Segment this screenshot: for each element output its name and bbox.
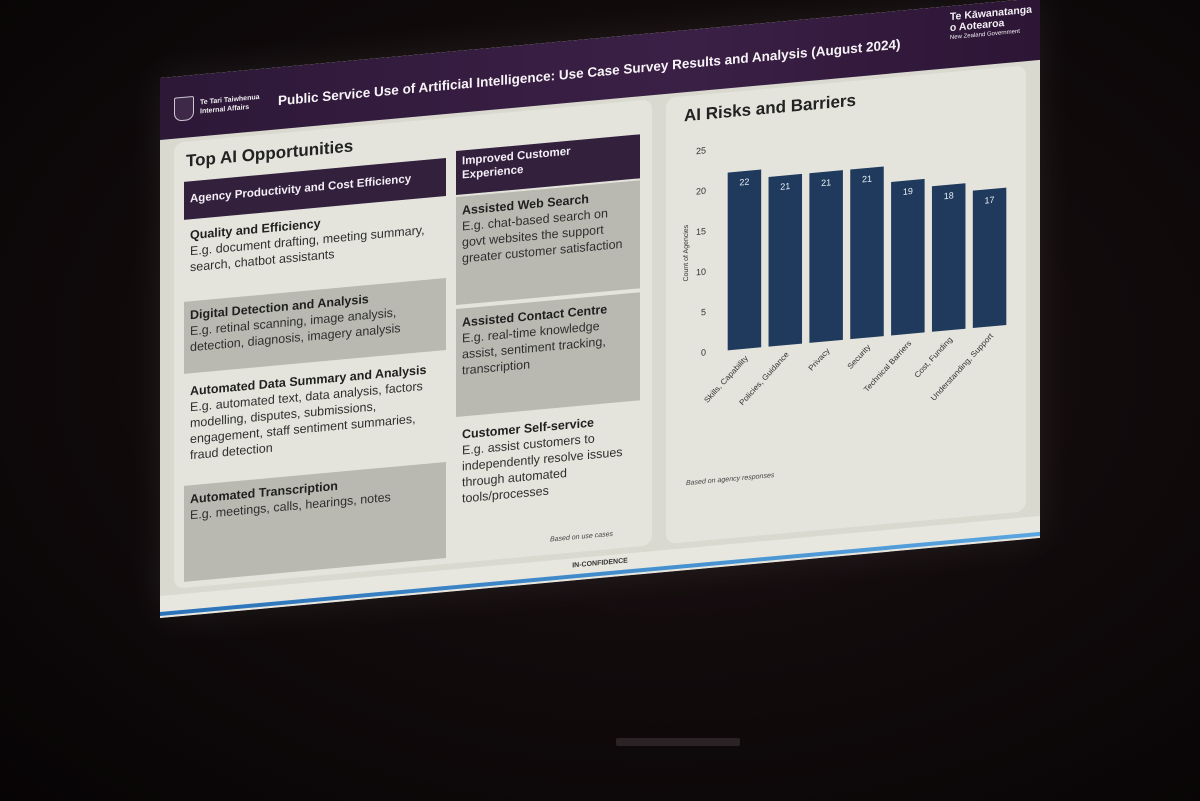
risks-panel: AI Risks and Barriers Count of Agencies 0… — [666, 65, 1026, 544]
y-tick-label: 15 — [696, 226, 706, 237]
nz-crest-icon — [174, 95, 194, 122]
use-cases-note: Based on use cases — [550, 530, 614, 544]
opportunity-item: Customer Self-service E.g. assist custom… — [456, 404, 640, 539]
x-category-label: Privacy — [807, 347, 832, 373]
bar-value-label: 17 — [985, 195, 995, 206]
x-category-label: Cost, Funding — [913, 335, 955, 379]
bar-value-label: 21 — [862, 174, 872, 185]
x-category-label: Understanding, Support — [929, 331, 996, 402]
x-category-label: Security — [846, 343, 873, 371]
bar-value-label: 18 — [944, 190, 954, 201]
opportunities-panel: Top AI Opportunities Agency Productivity… — [174, 99, 652, 589]
bar-value-label: 19 — [903, 186, 913, 197]
opportunity-item: Assisted Web Search E.g. chat-based sear… — [456, 180, 640, 306]
dia-logo: Te Tari Taiwhenua Internal Affairs — [174, 87, 264, 125]
y-tick-label: 5 — [701, 307, 706, 317]
chart-note: Based on agency responses — [686, 472, 775, 488]
y-axis-label: Count of Agencies — [683, 224, 690, 282]
opportunity-item: Assisted Contact Centre E.g. real-time k… — [456, 292, 640, 418]
bar-6 — [931, 183, 966, 332]
bar-4 — [850, 166, 884, 340]
bar-2 — [768, 173, 803, 347]
bar-7 — [972, 187, 1007, 329]
bar-1 — [727, 169, 762, 351]
bar-value-label: 21 — [821, 177, 831, 188]
y-tick-label: 10 — [696, 267, 706, 278]
y-tick-label: 0 — [701, 347, 706, 357]
stage-edge — [616, 738, 740, 746]
bar-value-label: 21 — [780, 181, 790, 192]
bar-3 — [809, 170, 843, 343]
projected-slide: Te Tari Taiwhenua Internal Affairs Publi… — [160, 0, 1040, 619]
bar-value-label: 22 — [739, 177, 749, 188]
y-tick-label: 25 — [696, 145, 706, 156]
opportunities-title: Top AI Opportunities — [186, 136, 354, 171]
opportunity-item: Automated Data Summary and Analysis E.g.… — [184, 354, 446, 484]
bar-5 — [891, 178, 925, 336]
nz-government-logo: Te Kāwanatanga o Aotearoa New Zealand Go… — [950, 4, 1032, 42]
y-tick-label: 20 — [696, 186, 706, 197]
dia-org-name: Te Tari Taiwhenua Internal Affairs — [200, 93, 260, 116]
